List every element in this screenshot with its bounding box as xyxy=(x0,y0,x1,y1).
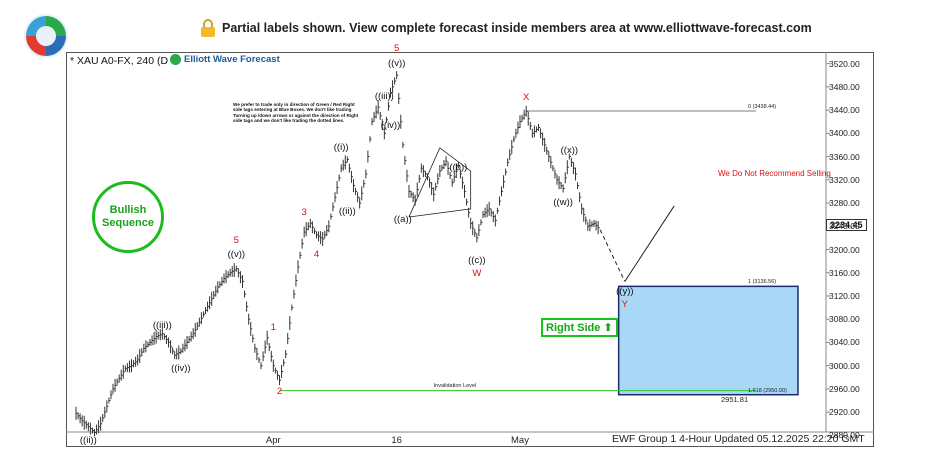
y-tick-label: 3160.00 xyxy=(829,267,860,278)
x-level-label: 0 (3438.44) xyxy=(748,103,777,110)
wave-label: Y xyxy=(621,298,628,310)
top-banner: Partial labels shown. View complete fore… xyxy=(200,16,812,40)
chart-brand: Elliott Wave Forecast xyxy=(170,54,280,65)
arrow-up-icon: ⬆ xyxy=(603,322,613,334)
price-chart xyxy=(66,52,874,436)
invalidation-label: Invalidation Level xyxy=(433,382,477,389)
wave-label: ((w)) xyxy=(553,197,573,209)
wave-label: ((iii)) xyxy=(374,91,394,103)
wave-label: 5 xyxy=(233,234,239,246)
y-tick-label: 3040.00 xyxy=(829,337,860,348)
wave-label: 2 xyxy=(276,385,283,397)
y-tick-label: 2880.00 xyxy=(829,430,860,441)
right-side-label: Right Side xyxy=(546,322,601,334)
lock-icon xyxy=(201,19,215,37)
wave-label: ((x)) xyxy=(560,144,579,156)
y-tick-label: 3520.00 xyxy=(829,58,860,69)
wave-label: 4 xyxy=(313,249,320,261)
wave-label: X xyxy=(522,92,530,104)
y-tick-label: 3200.00 xyxy=(829,244,860,255)
wave-label: ((ii)) xyxy=(79,435,97,447)
wave-label: ((a)) xyxy=(393,214,412,226)
wave-label: ((iv)) xyxy=(380,120,401,132)
wave-label: ((ii)) xyxy=(338,205,356,217)
wave-label: ((iv)) xyxy=(171,362,191,374)
y-tick-label: 3320.00 xyxy=(829,174,860,185)
y-tick-label: 3080.00 xyxy=(829,314,860,325)
warning-text: We Do Not Recommend Selling xyxy=(718,169,831,178)
trading-note: We prefer to trade only in direction of … xyxy=(233,102,359,124)
projection-down-dashed xyxy=(599,229,626,282)
y-tick-label: 3360.00 xyxy=(829,151,860,162)
bullish-sequence-badge: Bullish Sequence xyxy=(92,181,164,253)
wave-label: ((v)) xyxy=(387,57,406,69)
right-side-tag: Right Side ⬆ xyxy=(541,318,618,337)
invalidation-price-label: 2951.81 xyxy=(721,394,749,404)
projection-up-line xyxy=(624,205,675,282)
x-tick-label: Apr xyxy=(265,435,281,446)
bullish-line2: Sequence xyxy=(102,217,154,229)
wedge-outline xyxy=(408,147,472,218)
wave-label: ((y)) xyxy=(616,285,634,297)
y-tick-label: 3480.00 xyxy=(829,81,860,92)
x-tick-label: 16 xyxy=(391,435,402,446)
wave-label: 3 xyxy=(301,207,307,219)
wave-label: ((b)) xyxy=(449,162,468,174)
y-tick-label: 3120.00 xyxy=(829,290,860,301)
brand-logo-icon xyxy=(170,54,181,65)
wave-label: ((v)) xyxy=(227,249,246,261)
blue-box xyxy=(617,285,799,396)
chart-symbol: * XAU A0-FX, 240 (D xyxy=(70,55,169,67)
wave-label: W xyxy=(472,267,482,279)
y-tick-label: 3440.00 xyxy=(829,105,860,116)
y-tick-label: 3240.00 xyxy=(829,221,860,232)
ewf-logo-icon xyxy=(24,14,68,58)
fib-level-label: 1 (3136.56) xyxy=(748,279,777,286)
y-tick-label: 2960.00 xyxy=(829,383,860,394)
brand-name: Elliott Wave Forecast xyxy=(184,54,280,65)
wave-label: ((i)) xyxy=(333,141,349,153)
footer-update: EWF Group 1 4-Hour Updated 05.12.2025 22… xyxy=(612,433,865,445)
wave-label: ((c)) xyxy=(468,255,486,267)
y-tick-label: 3280.00 xyxy=(829,198,860,209)
fib-level-label: 1.618 (2950.00) xyxy=(748,387,787,394)
y-tick-label: 2920.00 xyxy=(829,407,860,418)
wave-label: 5 xyxy=(394,43,400,55)
wave-label: 1 xyxy=(270,321,276,333)
bullish-line1: Bullish xyxy=(109,204,147,216)
wave-label: ((iii)) xyxy=(152,320,172,332)
current-price-tag: 3234.45 xyxy=(826,219,867,231)
x-tick-label: May xyxy=(511,435,529,446)
banner-text: Partial labels shown. View complete fore… xyxy=(222,21,812,35)
y-tick-label: 3400.00 xyxy=(829,128,860,139)
y-tick-label: 3000.00 xyxy=(829,360,860,371)
